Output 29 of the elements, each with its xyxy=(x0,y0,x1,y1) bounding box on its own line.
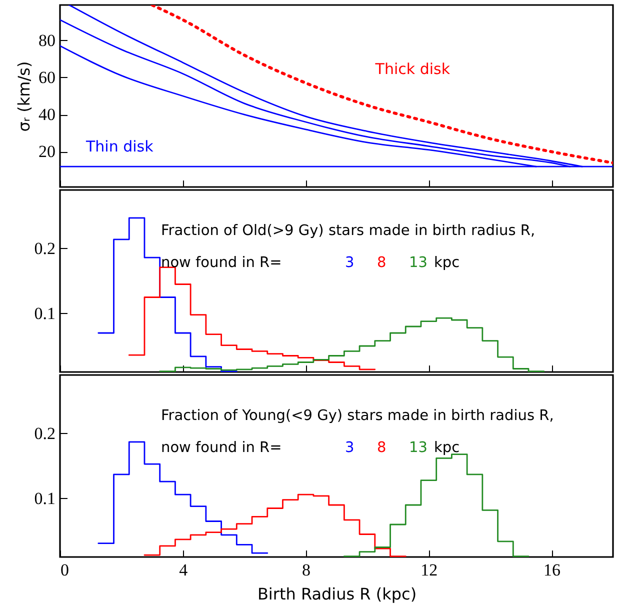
annotation: now found in R= xyxy=(161,255,282,271)
x-tick-label: 8 xyxy=(302,560,311,580)
x-axis-title: Birth Radius R (kpc) xyxy=(257,584,417,604)
annotation: now found in R= xyxy=(161,440,282,456)
y-tick-label: 40 xyxy=(38,105,56,124)
y-axis-title: σᵣ (km/s) xyxy=(14,61,34,132)
annotation: kpc xyxy=(434,255,460,271)
series-label: Thin disk xyxy=(85,138,154,156)
x-tick-label: 16 xyxy=(544,560,561,580)
annotation: Fraction of Old(>9 Gy) stars made in birth radius R, xyxy=(161,223,536,239)
y-tick-label: 80 xyxy=(38,30,56,50)
series-label: Thick disk xyxy=(374,60,450,78)
y-tick-label: 0.1 xyxy=(34,304,56,323)
x-tick-label: 0 xyxy=(60,560,69,580)
y-tick-label: 20 xyxy=(38,142,56,162)
y-tick-label: 0.1 xyxy=(34,489,56,508)
x-tick-label: 4 xyxy=(179,560,188,580)
text: 3 xyxy=(345,440,354,456)
text: 8 xyxy=(377,440,386,456)
series-label: 13 xyxy=(409,440,428,456)
y-tick-label: 0.2 xyxy=(34,424,56,443)
y-tick-label: 60 xyxy=(38,68,56,87)
text: 8 xyxy=(377,255,386,271)
annotation: Fraction of Young(<9 Gy) stars made in birth radius R, xyxy=(161,408,554,424)
y-tick-label: 0.2 xyxy=(34,239,56,258)
x-tick-label: 12 xyxy=(420,560,438,580)
annotation: kpc xyxy=(434,440,460,456)
text: 3 xyxy=(345,255,354,271)
text: 13 xyxy=(409,255,428,271)
